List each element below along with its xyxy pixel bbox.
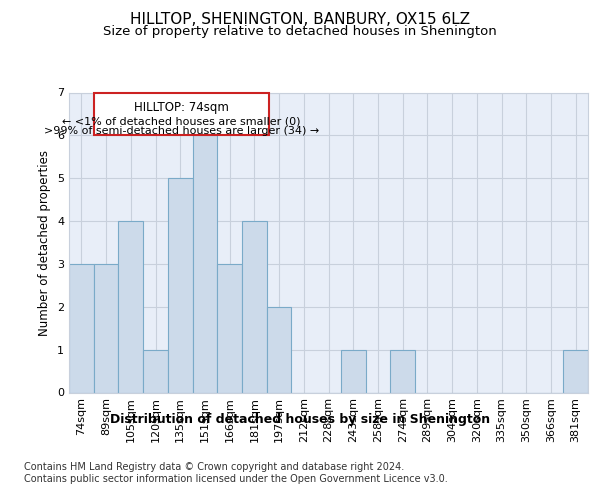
Bar [168,178,193,392]
Text: HILLTOP: 74sqm: HILLTOP: 74sqm [134,101,229,114]
Bar [390,350,415,393]
Text: >99% of semi-detached houses are larger (34) →: >99% of semi-detached houses are larger … [44,126,319,136]
Bar [563,350,588,393]
Bar [193,136,217,392]
Bar [94,264,118,392]
Bar [118,221,143,392]
Text: ← <1% of detached houses are smaller (0): ← <1% of detached houses are smaller (0) [62,117,301,127]
Bar [341,350,365,393]
Text: HILLTOP, SHENINGTON, BANBURY, OX15 6LZ: HILLTOP, SHENINGTON, BANBURY, OX15 6LZ [130,12,470,28]
Bar [217,264,242,392]
Text: Contains HM Land Registry data © Crown copyright and database right 2024.
Contai: Contains HM Land Registry data © Crown c… [24,462,448,484]
Bar [242,221,267,392]
Text: Distribution of detached houses by size in Shenington: Distribution of detached houses by size … [110,412,490,426]
Text: Size of property relative to detached houses in Shenington: Size of property relative to detached ho… [103,25,497,38]
Bar [267,307,292,392]
Bar [69,264,94,392]
FancyBboxPatch shape [94,94,269,134]
Y-axis label: Number of detached properties: Number of detached properties [38,150,52,336]
Bar [143,350,168,393]
